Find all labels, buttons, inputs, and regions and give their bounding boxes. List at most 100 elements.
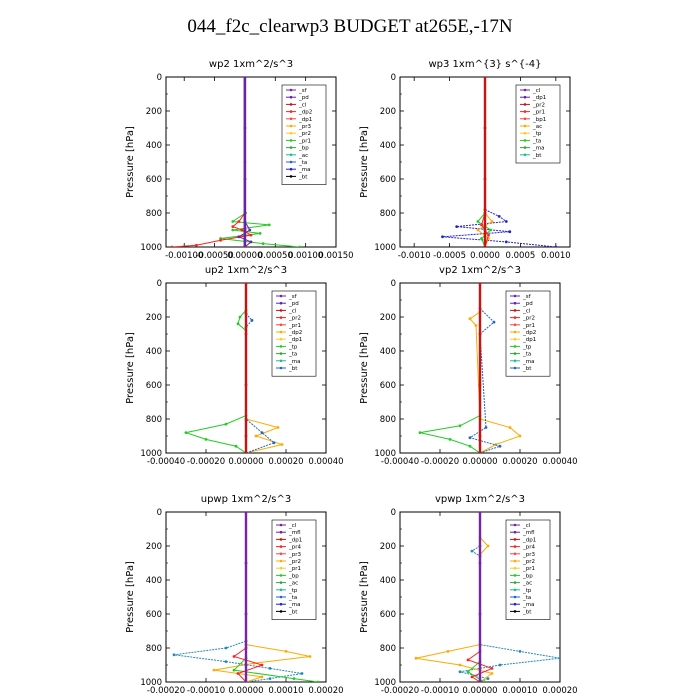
legend-label: _ta xyxy=(288,595,297,601)
data-point xyxy=(248,228,252,232)
x-tick-label: -0.00020 xyxy=(147,686,185,696)
data-point xyxy=(478,561,482,565)
data-point xyxy=(458,663,462,667)
series-line-tp xyxy=(468,308,502,453)
data-point xyxy=(258,232,262,235)
data-point xyxy=(414,656,418,660)
data-point xyxy=(468,436,472,440)
legend-label: _tp xyxy=(522,588,532,594)
legend-label: _bt xyxy=(288,609,298,615)
x-tick-label: 0.00000 xyxy=(227,251,262,261)
legend-label: _pr4 xyxy=(522,545,536,551)
legend-marker xyxy=(279,581,283,584)
data-point xyxy=(244,512,248,514)
legend-marker xyxy=(513,323,517,327)
data-point xyxy=(458,670,462,674)
data-point xyxy=(244,383,248,387)
legend-label: _pr2 xyxy=(288,559,301,565)
data-point xyxy=(244,612,248,616)
data-point xyxy=(466,670,470,674)
series-line-dp2 xyxy=(184,309,247,453)
legend-marker xyxy=(279,359,283,363)
y-axis-label: Pressure [hPa] xyxy=(359,561,370,633)
legend-label: _ta xyxy=(298,160,307,166)
y-tick-label: 400 xyxy=(146,347,162,357)
data-point xyxy=(478,283,482,285)
y-tick-label: 0 xyxy=(391,279,396,289)
data-point xyxy=(232,668,236,672)
x-tick-label: -0.0005 xyxy=(433,251,466,261)
x-tick-label: 0.00100 xyxy=(288,251,323,261)
legend-marker xyxy=(279,294,283,298)
legend-marker xyxy=(289,153,293,157)
y-tick-label: 400 xyxy=(146,141,162,151)
y-tick-label: 600 xyxy=(380,381,396,391)
x-tick-label: 0.00050 xyxy=(258,251,293,261)
panel-title: wp3 1xm^{3} s^{-4} xyxy=(428,59,541,70)
series-group xyxy=(418,283,522,453)
y-tick-label: 200 xyxy=(380,313,396,323)
data-point xyxy=(231,228,235,232)
legend-label: _ac xyxy=(298,153,308,159)
series-line-pr2 xyxy=(469,311,521,453)
legend-label: _dp1 xyxy=(522,337,536,343)
legend-marker xyxy=(513,538,517,541)
data-point xyxy=(476,220,480,223)
data-point xyxy=(518,650,522,653)
data-point xyxy=(504,220,508,223)
legend-box xyxy=(271,519,317,620)
legend-label: _pr2 xyxy=(522,559,535,565)
data-point xyxy=(260,675,264,679)
y-tick-label: 1000 xyxy=(140,678,162,688)
data-point xyxy=(237,220,241,223)
data-point xyxy=(244,434,248,438)
legend-label: _pr3 xyxy=(288,552,302,558)
legend-label: _dp2 xyxy=(522,330,536,336)
legend-marker xyxy=(523,110,527,113)
legend-marker xyxy=(279,552,283,556)
data-point xyxy=(478,332,482,336)
legend-marker xyxy=(513,610,517,613)
legend-marker xyxy=(513,294,517,298)
legend-marker xyxy=(513,574,517,577)
data-point xyxy=(172,653,176,657)
x-tick-label: 0.00020 xyxy=(268,457,303,467)
legend: _sf_pd_cl _pr2_pr1_dp2_dp1_tp _ta_ma_bt xyxy=(271,290,317,377)
legend-marker xyxy=(289,139,293,142)
y-tick-label: 1000 xyxy=(374,678,396,688)
legend-label: _pd xyxy=(298,95,309,101)
legend-marker xyxy=(523,95,527,99)
panel-3: up2 1xm^2/s^3 0 200 400 600 800 1000-0.00040 -0… xyxy=(125,265,344,467)
x-tick-label: 0.00000 xyxy=(228,457,263,467)
legend-marker xyxy=(279,366,283,370)
legend-label: _cl xyxy=(288,308,297,314)
data-point xyxy=(260,431,264,434)
data-point xyxy=(484,426,488,429)
panel-1: wp2 1xm^2/s^3 0 200 400 600 800 1000-0.00100-0… xyxy=(125,59,354,261)
series-line-tp xyxy=(173,640,303,682)
legend-label: _dp1 xyxy=(288,337,302,343)
legend-label: _pr1 xyxy=(298,138,311,144)
data-point xyxy=(478,612,482,616)
data-point xyxy=(468,317,472,321)
legend-box xyxy=(505,519,551,620)
data-point xyxy=(298,245,301,247)
y-tick-label: 0 xyxy=(157,73,162,83)
legend-marker xyxy=(513,595,517,599)
y-tick-label: 600 xyxy=(146,610,162,620)
legend-marker xyxy=(279,566,283,570)
data-point xyxy=(243,126,247,130)
series-group xyxy=(172,512,320,682)
data-point xyxy=(238,315,242,319)
x-tick-label: -0.00020 xyxy=(421,457,459,467)
legend-label: _ac xyxy=(522,581,532,587)
legend-marker xyxy=(523,88,527,92)
legend-label: _ta xyxy=(288,352,297,358)
legend-label: _pr2 xyxy=(288,316,301,322)
data-point xyxy=(254,434,258,438)
data-point xyxy=(476,228,480,232)
data-point xyxy=(487,233,490,237)
legend-marker xyxy=(513,581,517,584)
legend-marker xyxy=(513,588,517,592)
data-point xyxy=(195,243,198,247)
